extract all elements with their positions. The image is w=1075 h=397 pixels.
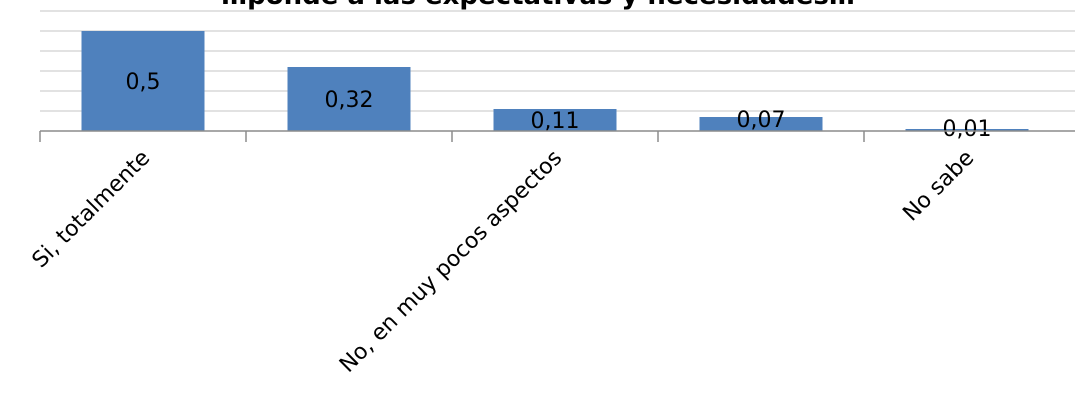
- x-tick-label: Si, totalmente: [28, 146, 156, 274]
- x-tick-label: No, en muy pocos aspectos: [335, 146, 567, 378]
- bars: [81, 31, 1029, 131]
- bar: [905, 129, 1029, 131]
- x-axis: [39, 130, 1075, 142]
- x-tick-labels: Si, totalmente No, en muy pocos aspectos N…: [28, 146, 980, 378]
- gridlines: [40, 10, 1075, 112]
- data-label: 0,01: [943, 117, 992, 142]
- data-label: 0,5: [126, 70, 161, 95]
- data-labels: 0,5 0,32 0,11 0,07 0,01: [126, 70, 992, 142]
- bar: [493, 109, 617, 131]
- bar: [699, 117, 823, 131]
- x-tick-label: No sabe: [898, 146, 979, 227]
- data-label: 0,11: [531, 109, 580, 134]
- bar: [287, 67, 411, 131]
- chart-title: …ponde a las expectativas y necesidades…: [221, 0, 855, 11]
- data-label: 0,07: [737, 108, 786, 133]
- data-label: 0,32: [325, 88, 374, 113]
- bar: [81, 31, 205, 131]
